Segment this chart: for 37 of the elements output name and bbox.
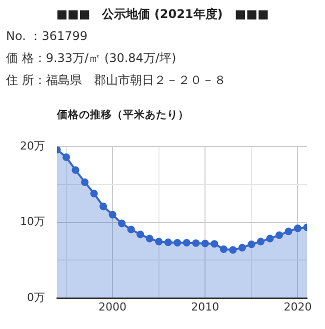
point (220, 245, 228, 253)
point (80, 178, 89, 186)
point (284, 228, 292, 236)
y-tick-label: 20万 (20, 139, 45, 152)
text: 住 所：福島県 郡山市朝日２－２０－８ (6, 72, 226, 89)
point (192, 239, 200, 247)
x-tick-label: 2010 (191, 300, 220, 314)
chart-title: ■■■ 公示地価 (2021年度) ■■■ (55, 6, 270, 23)
chart-subtitle: 価格の推移（平米あたり） (57, 108, 189, 122)
point (182, 238, 190, 247)
point (174, 238, 182, 247)
point (210, 240, 218, 248)
point (266, 234, 274, 242)
point (294, 224, 302, 232)
point (155, 238, 163, 246)
point (136, 230, 144, 238)
point (256, 238, 265, 246)
y-tick-label: 0万 (27, 290, 45, 304)
x-tick-label: 2020 (284, 300, 312, 314)
point (108, 210, 116, 219)
point (248, 240, 256, 248)
point (99, 202, 108, 210)
y-tick-label: 10万 (20, 215, 45, 228)
x-tick-label: 2000 (98, 300, 127, 314)
point (90, 190, 98, 198)
point (146, 234, 154, 242)
text: No. ：361799 (6, 28, 88, 45)
text: 価 格：9.33万/㎡ (30.84万/坪) (6, 50, 176, 67)
point (72, 166, 80, 174)
point (201, 240, 209, 248)
point (118, 220, 126, 228)
point (275, 231, 284, 239)
point (229, 246, 237, 254)
point (238, 244, 246, 252)
point (62, 153, 70, 161)
point (164, 238, 172, 246)
point (127, 226, 135, 234)
